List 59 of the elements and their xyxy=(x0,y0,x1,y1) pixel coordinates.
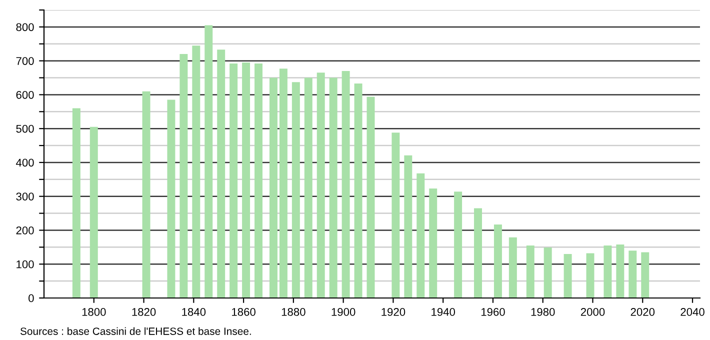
bar xyxy=(474,208,482,298)
bar xyxy=(167,100,176,298)
bar xyxy=(366,96,375,298)
bar xyxy=(586,253,594,298)
bar xyxy=(254,64,262,298)
bar xyxy=(404,155,412,298)
y-tick-label: 100 xyxy=(16,260,34,268)
bar xyxy=(494,224,502,298)
bar xyxy=(354,84,362,298)
bar xyxy=(616,244,624,298)
bar xyxy=(392,132,400,298)
x-tick-label: 1820 xyxy=(132,308,156,316)
y-tick-label: 600 xyxy=(16,90,34,99)
x-tick-label: 2000 xyxy=(580,308,605,316)
x-tick-label: 1900 xyxy=(332,308,356,316)
bar xyxy=(217,50,226,298)
bar xyxy=(342,70,350,298)
y-tick-label: 800 xyxy=(16,23,34,32)
x-tick-label: 1940 xyxy=(432,308,456,316)
bar xyxy=(416,173,425,298)
y-tick-label: 300 xyxy=(16,192,34,200)
bar xyxy=(564,254,572,298)
bar xyxy=(279,68,288,298)
x-tick-label: 1860 xyxy=(232,308,256,316)
y-tick-label: 700 xyxy=(16,57,34,65)
x-tick-label: 1840 xyxy=(182,308,206,316)
x-tick-label: 2040 xyxy=(680,308,704,316)
bar xyxy=(544,248,552,298)
bar xyxy=(204,25,213,298)
bar xyxy=(641,252,650,298)
bar xyxy=(269,78,278,298)
x-tick-label: 1960 xyxy=(481,308,505,316)
bar xyxy=(329,78,338,298)
bar xyxy=(90,126,98,298)
x-tick-label: 1880 xyxy=(282,308,306,316)
bar xyxy=(429,188,438,298)
bar xyxy=(180,54,188,298)
y-tick-label: 500 xyxy=(16,124,34,133)
bar xyxy=(242,62,250,298)
bar xyxy=(304,78,312,298)
bar xyxy=(292,82,300,298)
bar xyxy=(454,192,462,298)
bar xyxy=(508,237,517,298)
y-tick-label: 200 xyxy=(16,226,34,234)
x-tick-label: 1800 xyxy=(82,308,106,316)
y-tick-label: 400 xyxy=(16,158,34,167)
bar xyxy=(142,91,150,298)
bar xyxy=(192,46,200,298)
bar xyxy=(316,72,325,298)
bar xyxy=(604,245,612,298)
bar xyxy=(628,250,637,298)
source-note: Sources : base Cassini de l'EHESS et base Insee. xyxy=(20,327,251,335)
bar xyxy=(230,64,238,298)
bar xyxy=(526,245,534,298)
x-tick-label: 1920 xyxy=(382,308,406,316)
x-tick-label: 1980 xyxy=(531,308,555,316)
x-tick-label: 2020 xyxy=(630,308,655,316)
y-tick-label: 0 xyxy=(28,294,34,302)
bar xyxy=(72,108,80,298)
